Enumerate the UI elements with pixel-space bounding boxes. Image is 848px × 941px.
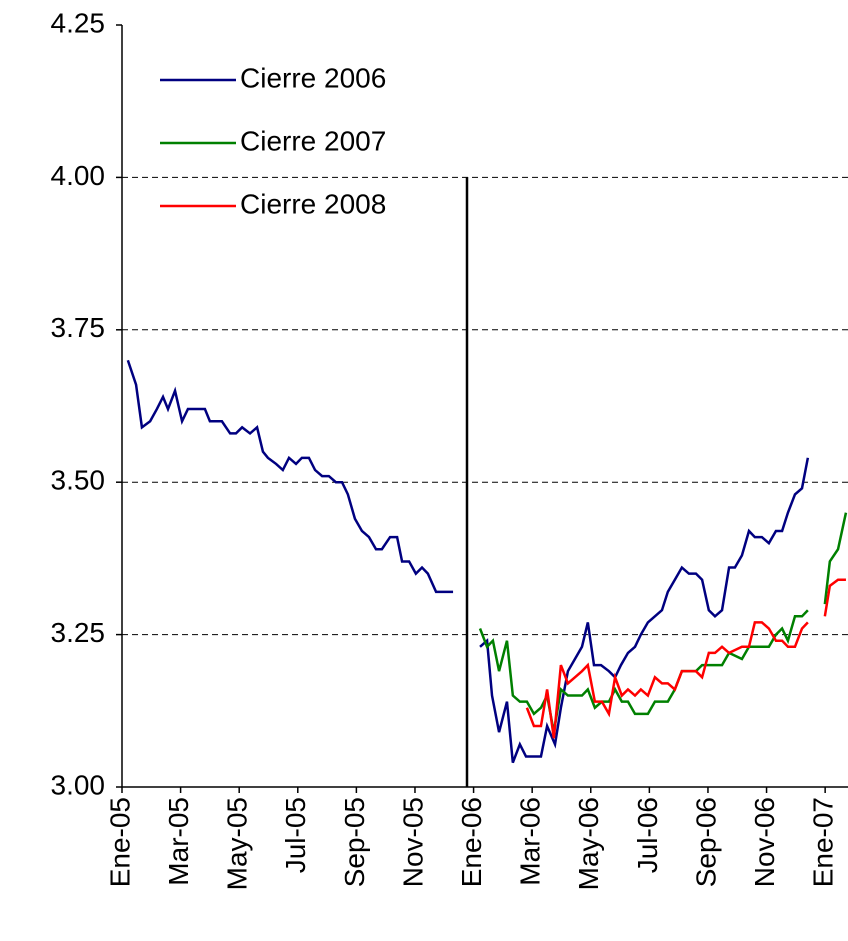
x-tick-label: May-06: [573, 797, 604, 890]
x-tick-label: Ene-05: [104, 797, 135, 887]
x-tick-label: Sep-05: [339, 797, 370, 887]
y-tick-label: 4.25: [51, 7, 106, 38]
y-tick-label: 3.50: [51, 465, 106, 496]
series-line: [478, 512, 848, 733]
x-tick-label: Ene-06: [456, 797, 487, 887]
y-tick-label: 4.00: [51, 160, 106, 191]
x-tick-label: Mar-05: [163, 797, 194, 886]
y-tick-label: 3.25: [51, 617, 106, 648]
x-tick-label: Nov-06: [749, 797, 780, 887]
legend-label: Cierre 2008: [240, 188, 386, 219]
y-tick-label: 3.75: [51, 312, 106, 343]
legend-label: Cierre 2007: [240, 125, 386, 156]
x-tick-label: Jul-06: [632, 797, 663, 873]
series-line: [126, 359, 810, 764]
x-tick-label: Ene-07: [808, 797, 839, 887]
x-tick-label: Sep-06: [690, 797, 721, 887]
x-tick-label: Mar-06: [515, 797, 546, 886]
legend-label: Cierre 2006: [240, 62, 386, 93]
x-tick-label: Jul-05: [280, 797, 311, 873]
x-tick-label: Nov-05: [397, 797, 428, 887]
x-tick-label: May-05: [222, 797, 253, 890]
y-tick-label: 3.00: [51, 769, 106, 800]
series-line: [525, 578, 846, 739]
